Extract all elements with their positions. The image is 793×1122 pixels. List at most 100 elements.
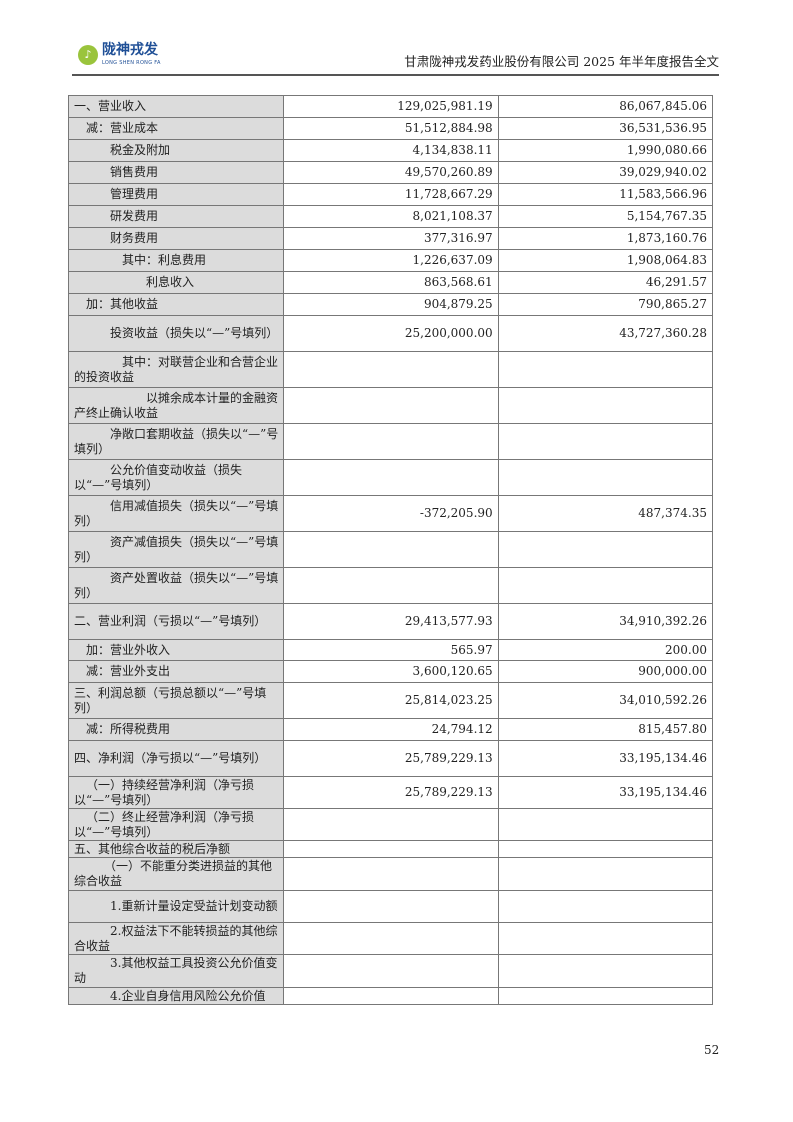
- current-period-value: 25,789,229.13: [283, 776, 499, 809]
- row-label-cell: 公允价值变动收益（损失以“—”号填列）: [67, 459, 285, 496]
- previous-period-value: 900,000.00: [497, 660, 714, 683]
- table-row: 4.企业自身信用风险公允价值: [67, 987, 714, 1005]
- current-period-value: 25,814,023.25: [283, 682, 499, 719]
- row-label-cell: 四、净利润（净亏损以“—”号填列）: [67, 740, 285, 777]
- current-period-value: 29,413,577.93: [283, 603, 499, 640]
- previous-period-value: 86,067,845.06: [497, 95, 714, 118]
- document-title: 甘肃陇神戎发药业股份有限公司 2025 年半年度报告全文: [404, 54, 719, 69]
- row-label-cell: 净敞口套期收益（损失以“—”号填列）: [67, 423, 285, 460]
- current-period-value: 51,512,884.98: [283, 117, 499, 140]
- row-label-cell: （一）持续经营净利润（净亏损以“—”号填列）: [67, 776, 285, 809]
- current-period-value: 3,600,120.65: [283, 660, 499, 683]
- logo-icon: ♪: [78, 44, 98, 65]
- table-row: 2.权益法下不能转损益的其他综合收益: [67, 922, 714, 955]
- row-label: （一）不能重分类进损益的其他综合收益: [74, 859, 273, 888]
- previous-period-value: 487,374.35: [497, 495, 714, 532]
- current-period-value: [283, 351, 499, 388]
- current-period-value: [283, 840, 499, 858]
- current-period-value: 129,025,981.19: [283, 95, 499, 118]
- current-period-value: 904,879.25: [283, 293, 499, 316]
- table-row: 一、营业收入 129,025,981.19 86,067,845.06: [67, 95, 714, 118]
- previous-period-value: [497, 423, 714, 460]
- row-label: 其中：利息费用: [122, 253, 207, 267]
- previous-period-value: [497, 387, 714, 424]
- previous-period-value: [497, 987, 714, 1005]
- row-label: 税金及附加: [110, 143, 171, 157]
- table-row: 五、其他综合收益的税后净额: [67, 840, 714, 858]
- table-row: 减：所得税费用 24,794.12 815,457.80: [67, 718, 714, 741]
- row-label: 4.企业自身信用风险公允价值: [110, 988, 266, 1003]
- row-label: 减：营业外支出: [86, 664, 171, 678]
- previous-period-value: 33,195,134.46: [497, 776, 714, 809]
- current-period-value: 1,226,637.09: [283, 249, 499, 272]
- table-row: （二）终止经营净利润（净亏损以“—”号填列）: [67, 808, 714, 841]
- row-label-cell: 减：营业外支出: [67, 660, 285, 683]
- current-period-value: -372,205.90: [283, 495, 499, 532]
- table-row: 公允价值变动收益（损失以“—”号填列）: [67, 459, 714, 496]
- row-label: 二、营业利润（亏损以“—”号填列）: [74, 614, 267, 628]
- current-period-value: 863,568.61: [283, 271, 499, 294]
- previous-period-value: [497, 857, 714, 891]
- row-label-cell: 减：所得税费用: [67, 718, 285, 741]
- table-row: 管理费用 11,728,667.29 11,583,566.96: [67, 183, 714, 206]
- row-label: 公允价值变动收益（损失以“—”号填列）: [74, 462, 243, 492]
- table-row: （一）不能重分类进损益的其他综合收益: [67, 857, 714, 891]
- row-label: 净敞口套期收益（损失以“—”号填列）: [74, 426, 279, 456]
- row-label-cell: 一、营业收入: [67, 95, 285, 118]
- row-label: 财务费用: [110, 231, 159, 245]
- current-period-value: [283, 387, 499, 424]
- table-row: （一）持续经营净利润（净亏损以“—”号填列） 25,789,229.13 33,19…: [67, 776, 714, 809]
- row-label-cell: 二、营业利润（亏损以“—”号填列）: [67, 603, 285, 640]
- previous-period-value: [497, 459, 714, 496]
- row-label: 利息收入: [146, 275, 195, 289]
- table-row: 研发费用 8,021,108.37 5,154,767.35: [67, 205, 714, 228]
- current-period-value: [283, 808, 499, 841]
- row-label: 资产减值损失（损失以“—”号填列）: [74, 534, 279, 564]
- previous-period-value: 1,908,064.83: [497, 249, 714, 272]
- previous-period-value: 790,865.27: [497, 293, 714, 316]
- current-period-value: 25,789,229.13: [283, 740, 499, 777]
- row-label: 管理费用: [110, 187, 159, 201]
- previous-period-value: 36,531,536.95: [497, 117, 714, 140]
- row-label: 加：营业外收入: [86, 642, 171, 657]
- table-row: 利息收入 863,568.61 46,291.57: [67, 271, 714, 294]
- current-period-value: 8,021,108.37: [283, 205, 499, 228]
- table-row: 销售费用 49,570,260.89 39,029,940.02: [67, 161, 714, 184]
- previous-period-value: 46,291.57: [497, 271, 714, 294]
- row-label-cell: 三、利润总额（亏损总额以“—”号填列）: [67, 682, 285, 719]
- row-label: 投资收益（损失以“—”号填列）: [110, 326, 279, 340]
- income-statement-table: 一、营业收入 129,025,981.19 86,067,845.06 减：营业成本 5…: [67, 95, 714, 1005]
- table-row: 资产处置收益（损失以“—”号填列）: [67, 567, 714, 604]
- current-period-value: 565.97: [283, 639, 499, 661]
- table-row: 资产减值损失（损失以“—”号填列）: [67, 531, 714, 568]
- table-row: 其中：对联营企业和合营企业的投资收益: [67, 351, 714, 388]
- row-label-cell: 管理费用: [67, 183, 285, 206]
- previous-period-value: 39,029,940.02: [497, 161, 714, 184]
- previous-period-value: [497, 922, 714, 955]
- row-label-cell: 2.权益法下不能转损益的其他综合收益: [67, 922, 285, 955]
- previous-period-value: [497, 954, 714, 988]
- previous-period-value: 1,990,080.66: [497, 139, 714, 162]
- previous-period-value: 34,010,592.26: [497, 682, 714, 719]
- current-period-value: 4,134,838.11: [283, 139, 499, 162]
- row-label-cell: 以摊余成本计量的金融资产终止确认收益: [67, 387, 285, 424]
- row-label-cell: 减：营业成本: [67, 117, 285, 140]
- page-number: 52: [704, 1043, 720, 1057]
- row-label-cell: 加：营业外收入: [67, 639, 285, 661]
- row-label: 资产处置收益（损失以“—”号填列）: [74, 570, 279, 600]
- table-row: 信用减值损失（损失以“—”号填列） -372,205.90 487,374.35: [67, 495, 714, 532]
- table-row: 3.其他权益工具投资公允价值变动: [67, 954, 714, 988]
- company-logo: ♪ 陇神戎发 LONG SHEN RONG FA: [78, 42, 161, 67]
- table-row: 四、净利润（净亏损以“—”号填列） 25,789,229.13 33,195,134…: [67, 740, 714, 777]
- row-label-cell: 资产处置收益（损失以“—”号填列）: [67, 567, 285, 604]
- table-row: 净敞口套期收益（损失以“—”号填列）: [67, 423, 714, 460]
- previous-period-value: 34,910,392.26: [497, 603, 714, 640]
- logo-name: 陇神戎发: [102, 42, 158, 58]
- row-label: 加：其他收益: [86, 297, 159, 311]
- table-row: 减：营业成本 51,512,884.98 36,531,536.95: [67, 117, 714, 140]
- previous-period-value: 815,457.80: [497, 718, 714, 741]
- table-row: 三、利润总额（亏损总额以“—”号填列） 25,814,023.25 34,010,5…: [67, 682, 714, 719]
- row-label-cell: 利息收入: [67, 271, 285, 294]
- current-period-value: [283, 954, 499, 988]
- previous-period-value: [497, 567, 714, 604]
